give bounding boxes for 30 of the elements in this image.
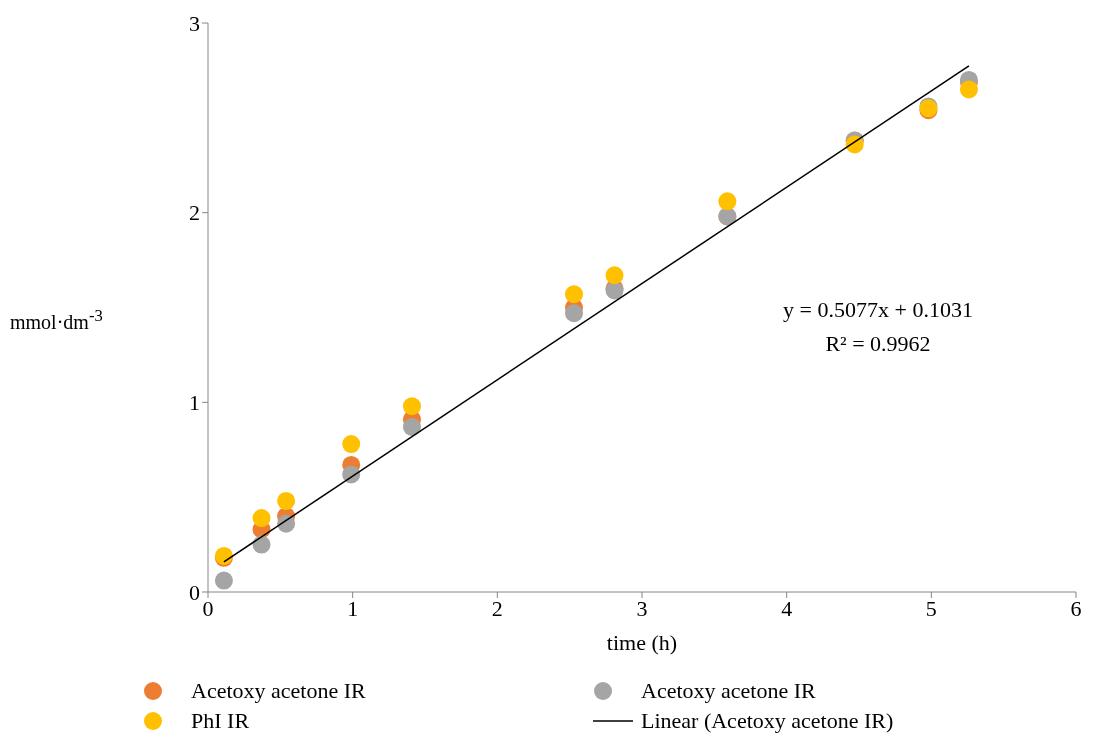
- x-tick-label: 6: [1070, 595, 1082, 621]
- point: [565, 285, 584, 304]
- point: [402, 397, 421, 416]
- point: [959, 80, 978, 99]
- x-tick-label: 1: [347, 595, 359, 621]
- x-tick-label: 4: [781, 595, 793, 621]
- annotation: y = 0.5077x + 0.1031: [782, 296, 974, 324]
- x-tick-label: 3: [636, 595, 648, 621]
- y-axis-title: mmol·dm$^{-3}$: [10, 306, 103, 334]
- y-tick-label: 2: [189, 200, 200, 226]
- legend-label: PhI IR: [191, 708, 250, 734]
- legend-label: Acetoxy acetone IR: [191, 678, 366, 704]
- point: [214, 571, 233, 590]
- x-axis-title: time (h): [606, 630, 678, 655]
- legend-label: Acetoxy acetone IR: [641, 678, 816, 704]
- point: [342, 435, 361, 454]
- legend-label: Linear (Acetoxy acetone IR): [641, 708, 894, 734]
- point: [252, 509, 271, 528]
- x-tick-label: 2: [491, 595, 503, 621]
- point: [605, 266, 624, 285]
- point: [718, 192, 737, 211]
- point: [402, 417, 421, 436]
- y-tick-label: 0: [189, 579, 200, 605]
- point: [277, 491, 296, 510]
- y-tick-label: 1: [189, 390, 200, 416]
- annotation: R² = 0.9962: [824, 330, 932, 358]
- x-tick-label: 5: [925, 595, 937, 621]
- y-tick-label: 3: [189, 10, 200, 36]
- point: [252, 535, 271, 554]
- point: [565, 304, 584, 323]
